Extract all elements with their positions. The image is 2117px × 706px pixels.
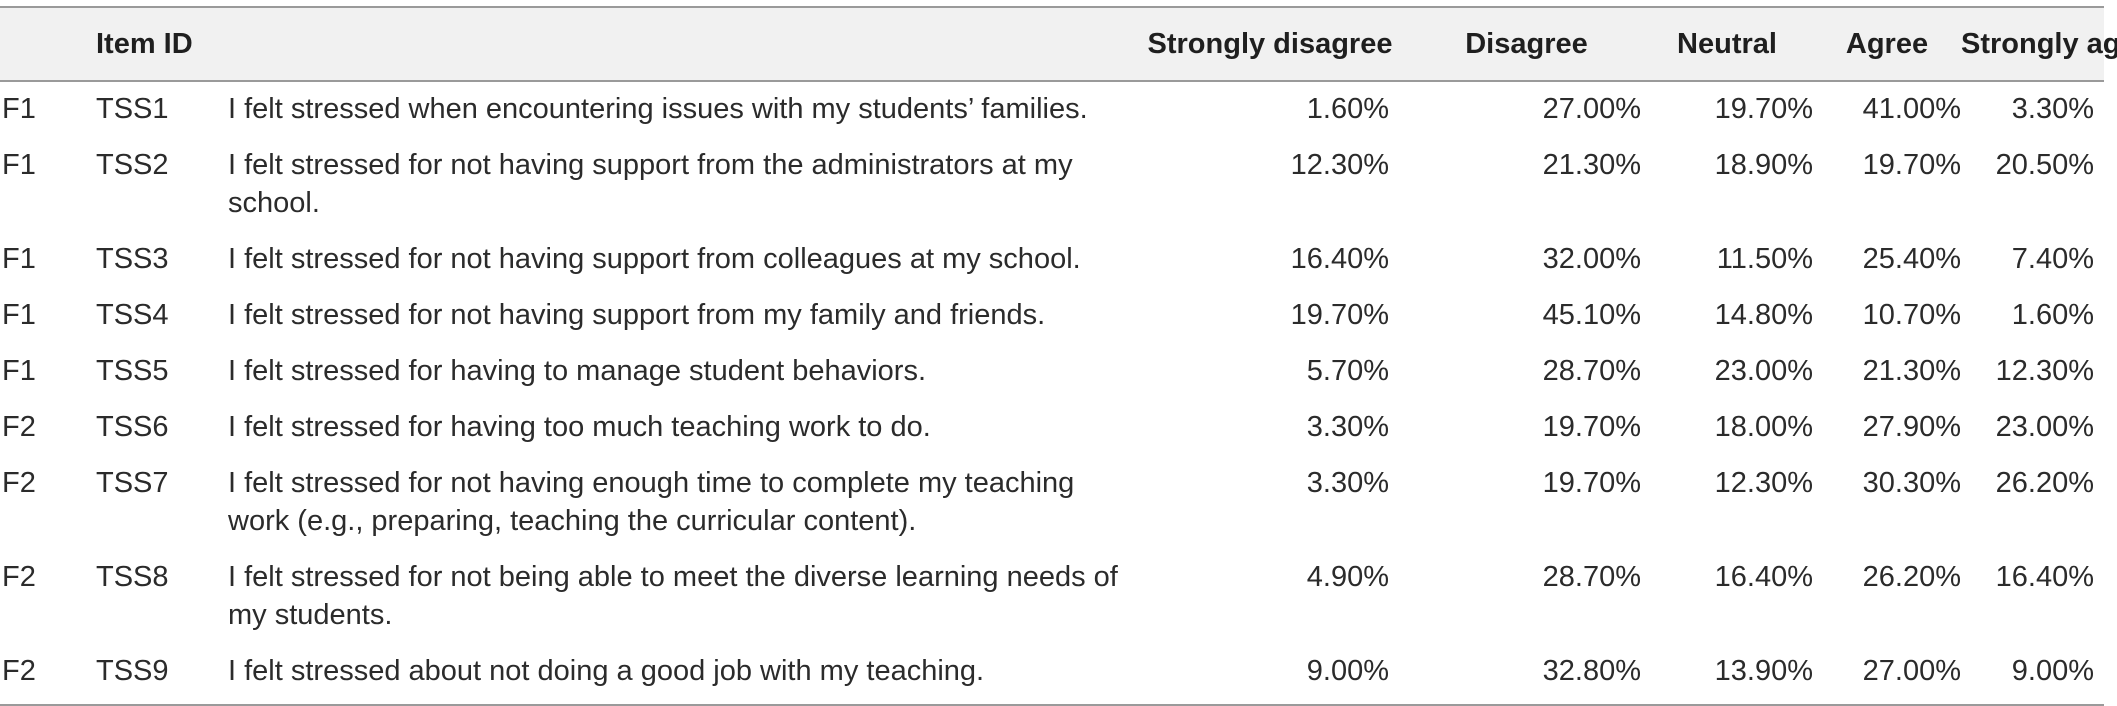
cell-item-id: TSS8 [96,561,169,593]
cell-agree: 27.00% [1862,655,1961,687]
header-item-text [228,7,1128,81]
cell-item-text: I felt stressed for not having support f… [228,299,1046,331]
cell-disagree: 32.80% [1542,655,1641,687]
cell-factor: F2 [2,411,36,443]
header-strongly-agree: Strongly agree [1961,28,2117,60]
cell-disagree: 19.70% [1542,467,1641,499]
cell-item-text: I felt stressed for having too much teac… [228,411,931,443]
cell-neutral: 13.90% [1714,655,1813,687]
cell-agree: 25.40% [1862,243,1961,275]
header-item-id: Item ID [96,28,193,60]
cell-strongly-disagree: 1.60% [1306,93,1389,125]
cell-strongly-agree: 9.00% [2011,655,2094,687]
header-factor [0,7,96,81]
cell-strongly-agree: 1.60% [2011,299,2094,331]
cell-disagree: 21.30% [1542,149,1641,181]
cell-agree: 27.90% [1862,411,1961,443]
cell-strongly-disagree: 3.30% [1306,467,1389,499]
cell-neutral: 14.80% [1714,299,1813,331]
cell-neutral: 18.00% [1714,411,1813,443]
cell-factor: F1 [2,243,36,275]
cell-item-text: I felt stressed when encountering issues… [228,93,1088,125]
cell-item-text: I felt stressed for not having support f… [228,149,1073,219]
cell-strongly-disagree: 19.70% [1290,299,1389,331]
cell-strongly-agree: 12.30% [1995,355,2094,387]
cell-neutral: 23.00% [1714,355,1813,387]
cell-strongly-disagree: 9.00% [1306,655,1389,687]
cell-disagree: 28.70% [1542,561,1641,593]
table-row: F2 TSS8 I felt stressed for not being able… [0,550,2104,644]
cell-disagree: 45.10% [1542,299,1641,331]
cell-item-text: I felt stressed about not doing a good j… [228,655,985,687]
cell-agree: 21.30% [1862,355,1961,387]
cell-item-text: I felt stressed for not being able to me… [228,561,1118,631]
cell-strongly-agree: 7.40% [2011,243,2094,275]
cell-disagree: 27.00% [1542,93,1641,125]
cell-factor: F1 [2,149,36,181]
cell-factor: F1 [2,93,36,125]
cell-strongly-agree: 23.00% [1995,411,2094,443]
cell-strongly-disagree: 4.90% [1306,561,1389,593]
cell-strongly-disagree: 5.70% [1306,355,1389,387]
header-row: Item ID Strongly disagree Disagree Neutr… [0,7,2117,81]
table-row: F1 TSS4 I felt stressed for not having sup… [0,288,2104,344]
table-header: Item ID Strongly disagree Disagree Neutr… [0,7,2117,81]
cell-agree: 30.30% [1862,467,1961,499]
table-row: F2 TSS9 I felt stressed about not doing a … [0,644,2104,705]
cell-factor: F2 [2,655,36,687]
cell-agree: 19.70% [1862,149,1961,181]
cell-neutral: 12.30% [1714,467,1813,499]
cell-agree: 26.20% [1862,561,1961,593]
table-row: F1 TSS2 I felt stressed for not having sup… [0,138,2104,232]
cell-strongly-agree: 20.50% [1995,149,2094,181]
cell-item-id: TSS9 [96,655,169,687]
cell-agree: 10.70% [1862,299,1961,331]
cell-factor: F1 [2,355,36,387]
cell-strongly-agree: 16.40% [1995,561,2094,593]
table-row: F2 TSS7 I felt stressed for not having eno… [0,456,2104,550]
cell-factor: F1 [2,299,36,331]
cell-item-text: I felt stressed for not having support f… [228,243,1081,275]
cell-item-text: I felt stressed for not having enough ti… [228,467,1075,537]
cell-item-id: TSS2 [96,149,169,181]
cell-strongly-disagree: 12.30% [1290,149,1389,181]
cell-neutral: 16.40% [1714,561,1813,593]
cell-strongly-agree: 3.30% [2011,93,2094,125]
cell-strongly-agree: 26.20% [1995,467,2094,499]
table-row: F1 TSS1 I felt stressed when encountering … [0,81,2104,138]
header-disagree: Disagree [1465,28,1588,60]
survey-results-table: Item ID Strongly disagree Disagree Neutr… [0,6,2117,706]
table-row: F2 TSS6 I felt stressed for having too muc… [0,400,2104,456]
cell-item-id: TSS6 [96,411,169,443]
cell-disagree: 28.70% [1542,355,1641,387]
cell-item-id: TSS3 [96,243,169,275]
header-strongly-disagree: Strongly disagree [1147,28,1393,60]
cell-agree: 41.00% [1862,93,1961,125]
cell-strongly-disagree: 16.40% [1290,243,1389,275]
cell-item-id: TSS1 [96,93,169,125]
cell-strongly-disagree: 3.30% [1306,411,1389,443]
table-row: F1 TSS3 I felt stressed for not having sup… [0,232,2104,288]
cell-neutral: 11.50% [1716,243,1813,275]
cell-neutral: 18.90% [1714,149,1813,181]
table-body: F1 TSS1 I felt stressed when encountering … [0,81,2104,705]
cell-item-text: I felt stressed for having to manage stu… [228,355,927,387]
cell-disagree: 32.00% [1542,243,1641,275]
cell-disagree: 19.70% [1542,411,1641,443]
header-neutral: Neutral [1677,28,1777,60]
cell-item-id: TSS7 [96,467,169,499]
survey-table-container: Item ID Strongly disagree Disagree Neutr… [0,7,2117,705]
cell-factor: F2 [2,467,36,499]
cell-item-id: TSS5 [96,355,169,387]
cell-item-id: TSS4 [96,299,169,331]
header-agree: Agree [1845,28,1929,60]
table-row: F1 TSS5 I felt stressed for having to mana… [0,344,2104,400]
cell-factor: F2 [2,561,36,593]
cell-neutral: 19.70% [1714,93,1813,125]
